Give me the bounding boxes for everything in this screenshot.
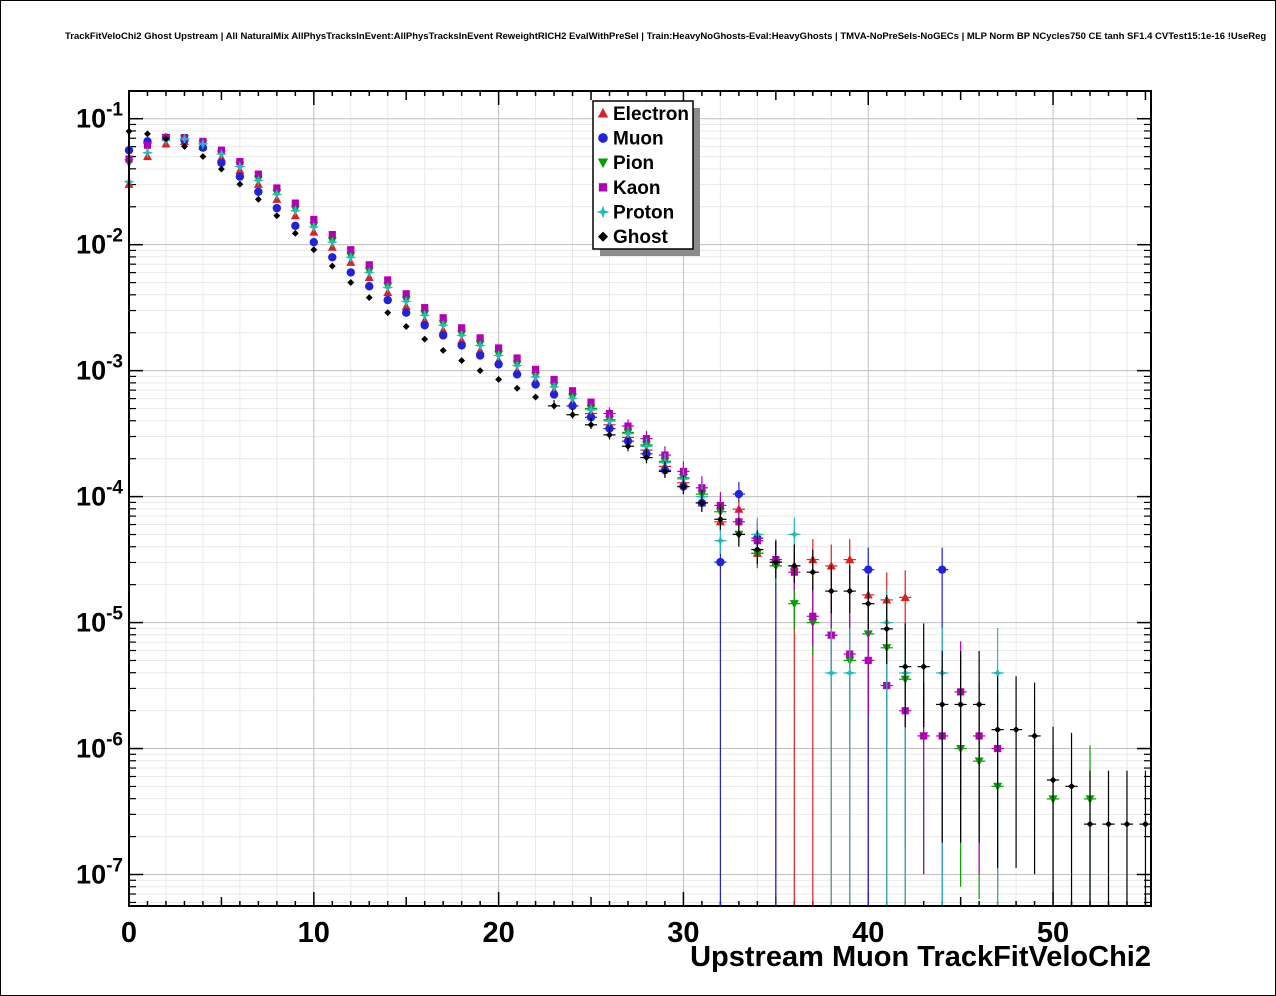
plot-frame: [128, 90, 1152, 907]
legend-box: [592, 100, 694, 250]
y-tick-label: 10-7: [76, 856, 123, 890]
legend-label: Kaon: [613, 178, 661, 199]
legend-item-proton: Proton: [596, 203, 674, 224]
legend-item-kaon: Kaon: [598, 178, 661, 199]
legend-label: Electron: [613, 104, 689, 125]
legend-item-ghost: Ghost: [597, 227, 669, 248]
y-tick-label: 10-2: [76, 226, 123, 260]
legend-label: Ghost: [613, 227, 669, 248]
legend-item-pion: Pion: [597, 153, 654, 174]
series-muon: [124, 133, 949, 906]
y-tick-label: 10-6: [76, 730, 123, 764]
legend: Electron Muon Pion Kaon Proton Ghost: [592, 100, 700, 256]
x-tick-label: 50: [1037, 917, 1069, 949]
series-electron: [124, 136, 912, 906]
axis-labels: 0 10 20 30 40 50 10-1 10-2 10-3 10-4 10-5 10-6 10-7 U…: [76, 100, 1151, 973]
series-kaon: [125, 134, 1004, 887]
legend-label: Pion: [613, 153, 654, 174]
x-tick-label: 0: [121, 917, 137, 949]
x-tick-label: 40: [852, 917, 884, 949]
y-tick-label: 10-1: [76, 100, 123, 134]
y-tick-label: 10-3: [76, 352, 123, 386]
legend-item-muon: Muon: [598, 129, 664, 150]
series-ghost: [125, 127, 1152, 906]
y-tick-label: 10-4: [76, 478, 123, 512]
y-tick-label: 10-5: [76, 604, 123, 638]
x-tick-label: 20: [482, 917, 514, 949]
legend-item-electron: Electron: [597, 104, 689, 125]
x-tick-label: 30: [667, 917, 699, 949]
x-tick-label: 10: [298, 917, 330, 949]
plot-title: TrackFitVeloChi2 Ghost Upstream | All Na…: [65, 31, 1267, 42]
legend-label: Proton: [613, 203, 674, 224]
legend-label: Muon: [613, 129, 664, 150]
series-proton: [123, 133, 1004, 906]
x-axis-title: Upstream Muon TrackFitVeloChi2: [690, 941, 1151, 973]
